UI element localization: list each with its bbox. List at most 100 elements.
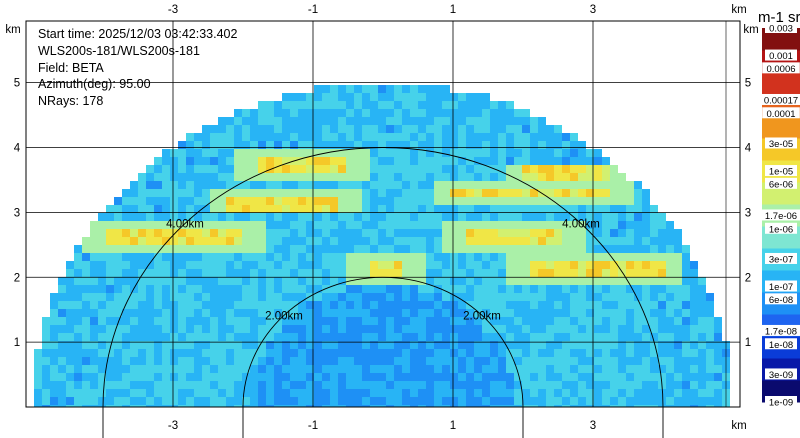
field-cell xyxy=(466,133,474,141)
field-cell xyxy=(466,389,474,397)
field-cell xyxy=(442,245,450,253)
field-cell xyxy=(338,93,346,101)
field-cell xyxy=(490,157,498,165)
field-cell xyxy=(210,309,218,317)
field-cell xyxy=(130,237,138,245)
field-cell xyxy=(114,277,122,285)
field-cell xyxy=(362,229,370,237)
field-cell xyxy=(90,301,98,309)
field-cell xyxy=(130,341,138,349)
field-cell xyxy=(442,293,450,301)
field-cell xyxy=(226,277,234,285)
field-cell xyxy=(394,405,402,407)
field-cell xyxy=(394,125,402,133)
field-cell xyxy=(410,165,418,173)
field-cell xyxy=(114,397,122,405)
field-cell xyxy=(642,405,650,407)
field-cell xyxy=(202,405,210,407)
field-cell xyxy=(714,341,722,349)
field-cell xyxy=(162,189,170,197)
field-cell xyxy=(506,133,514,141)
field-cell xyxy=(130,189,138,197)
field-cell xyxy=(322,301,330,309)
field-cell xyxy=(258,261,266,269)
field-cell xyxy=(530,261,538,269)
field-cell xyxy=(474,173,482,181)
field-cell xyxy=(450,397,458,405)
field-cell xyxy=(74,261,82,269)
field-cell xyxy=(482,333,490,341)
field-cell xyxy=(362,333,370,341)
field-cell xyxy=(514,269,522,277)
field-cell xyxy=(506,405,514,407)
field-cell xyxy=(682,373,690,381)
field-cell xyxy=(378,229,386,237)
field-cell xyxy=(82,405,90,407)
field-cell xyxy=(426,373,434,381)
field-cell xyxy=(394,237,402,245)
field-cell xyxy=(626,277,634,285)
field-cell xyxy=(162,253,170,261)
field-cell xyxy=(178,365,186,373)
field-cell xyxy=(674,325,682,333)
field-cell xyxy=(226,325,234,333)
field-cell xyxy=(410,181,418,189)
field-cell xyxy=(522,309,530,317)
field-cell xyxy=(282,277,290,285)
field-cell xyxy=(378,165,386,173)
field-cell xyxy=(218,237,226,245)
field-cell xyxy=(442,309,450,317)
field-cell xyxy=(386,197,394,205)
field-cell xyxy=(522,277,530,285)
field-cell xyxy=(362,149,370,157)
field-cell xyxy=(658,277,666,285)
field-cell xyxy=(306,269,314,277)
plot-frame xyxy=(25,20,741,408)
field-cell xyxy=(450,165,458,173)
field-cell xyxy=(610,173,618,181)
field-cell xyxy=(410,381,418,389)
field-cell xyxy=(82,317,90,325)
field-cell xyxy=(474,349,482,357)
field-cell xyxy=(554,277,562,285)
field-cell xyxy=(634,221,642,229)
field-cell xyxy=(146,317,154,325)
field-cell xyxy=(122,349,130,357)
field-cell xyxy=(290,125,298,133)
field-cell xyxy=(194,133,202,141)
field-cell xyxy=(530,253,538,261)
field-cell xyxy=(362,301,370,309)
field-cell xyxy=(282,325,290,333)
field-cell xyxy=(306,205,314,213)
field-cell xyxy=(402,173,410,181)
field-cell xyxy=(202,357,210,365)
field-cell xyxy=(290,165,298,173)
field-cell xyxy=(442,397,450,405)
field-cell xyxy=(530,405,538,407)
field-cell xyxy=(562,213,570,221)
field-cell xyxy=(146,277,154,285)
field-cell xyxy=(42,389,50,397)
field-cell xyxy=(218,317,226,325)
field-cell xyxy=(626,397,634,405)
colorbar-tick-label: 0.00017 xyxy=(764,95,798,106)
field-cell xyxy=(530,237,538,245)
field-cell xyxy=(626,381,634,389)
field-cell xyxy=(586,197,594,205)
field-cell xyxy=(354,333,362,341)
field-cell xyxy=(410,189,418,197)
field-cell xyxy=(170,373,178,381)
field-cell xyxy=(466,173,474,181)
field-cell xyxy=(362,157,370,165)
field-cell xyxy=(498,149,506,157)
field-cell xyxy=(122,229,130,237)
field-cell xyxy=(634,261,642,269)
field-cell xyxy=(322,317,330,325)
field-cell xyxy=(66,381,74,389)
field-cell xyxy=(74,277,82,285)
field-cell xyxy=(538,373,546,381)
field-cell xyxy=(490,181,498,189)
field-cell xyxy=(178,357,186,365)
colorbar-tick-label: 3e-05 xyxy=(769,139,793,150)
field-cell xyxy=(242,205,250,213)
